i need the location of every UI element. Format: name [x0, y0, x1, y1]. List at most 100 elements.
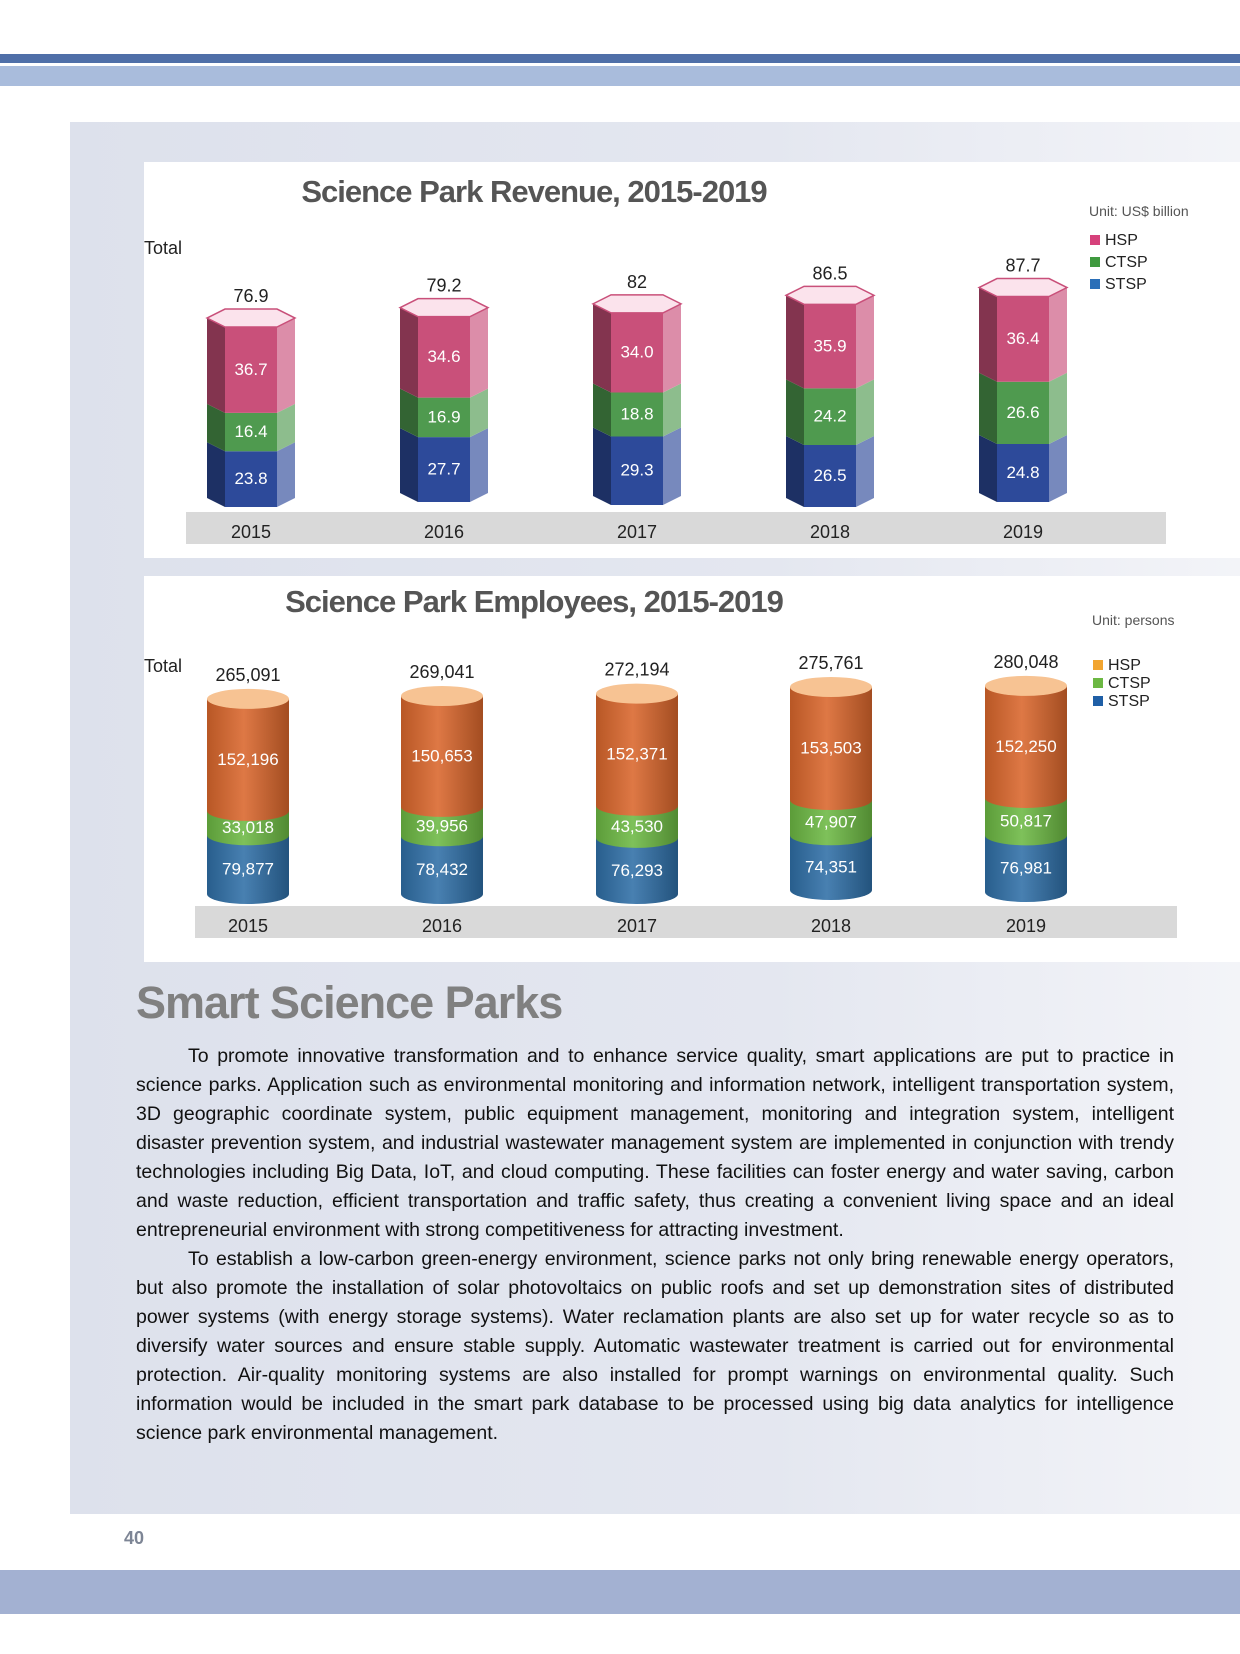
legend-swatch: [1093, 660, 1103, 670]
bar-segment-right-face: [1049, 434, 1067, 502]
category-label: 2018: [811, 916, 851, 936]
bar-segment-left-face: [979, 434, 997, 502]
category-axis-band: [186, 512, 1166, 544]
data-label: 35.9: [813, 336, 846, 355]
bar-segment-right-face: [277, 442, 295, 507]
data-label: 50,817: [1000, 812, 1052, 831]
bar-segment: [418, 316, 470, 398]
total-value-label: 79.2: [426, 276, 461, 296]
data-label: 34.6: [427, 347, 460, 366]
bar-segment-right-face: [856, 435, 874, 507]
bar-segment: [804, 304, 856, 389]
unit-label: Unit: persons: [1092, 612, 1174, 628]
data-label: 27.7: [427, 460, 460, 479]
bar-segment: [997, 381, 1049, 444]
legend-swatch: [1090, 235, 1100, 245]
bar-segment-right-face: [1049, 372, 1067, 444]
bar-segment: [790, 835, 872, 900]
bar-segment: [207, 835, 289, 904]
revenue-chart-canvas: Science Park Revenue, 2015-2019 Unit: US$…: [144, 174, 1189, 544]
bar-segment-right-face: [663, 427, 681, 505]
page-number: 40: [124, 1528, 145, 1548]
legend-swatch: [1093, 678, 1103, 688]
legend-label: HSP: [1105, 232, 1138, 249]
legend-label: HSP: [1108, 657, 1141, 674]
bar-segment: [790, 687, 872, 811]
category-label: 2018: [810, 522, 850, 542]
data-label: 16.4: [234, 422, 267, 441]
bar-segment-right-face: [856, 379, 874, 445]
data-label: 33,018: [222, 818, 274, 837]
top-band-light: [0, 66, 1240, 86]
data-label: 39,956: [416, 817, 468, 836]
bar-segment-right-face: [470, 307, 488, 398]
bar-segment-left-face: [786, 435, 804, 507]
bar-top-cap: [205, 308, 297, 328]
data-label: 76,981: [1000, 859, 1052, 878]
category-label: 2019: [1003, 522, 1043, 542]
bar-top-cap: [398, 297, 490, 318]
total-value-label: 275,761: [798, 653, 863, 673]
paragraph-2: To establish a low-carbon green-energy e…: [136, 1248, 1174, 1444]
bar-top-cap: [790, 677, 872, 698]
bar-segment-left-face: [593, 427, 611, 505]
category-label: 2019: [1006, 916, 1046, 936]
bar-segment: [804, 388, 856, 445]
data-label: 43,530: [611, 817, 663, 836]
bar-segment-right-face: [1049, 287, 1067, 382]
bar-segment: [611, 312, 663, 393]
bar-segment: [418, 397, 470, 438]
bar-segment-left-face: [207, 318, 225, 413]
total-value-label: 87.7: [1005, 256, 1040, 276]
data-label: 36.4: [1006, 329, 1039, 348]
data-label: 152,371: [606, 745, 667, 764]
data-label: 24.2: [813, 407, 846, 426]
bar-segment-right-face: [277, 318, 295, 413]
data-label: 23.8: [234, 469, 267, 488]
bar-segment-right-face: [470, 428, 488, 502]
bar-top-cap: [596, 683, 678, 704]
bar-segment: [207, 698, 289, 821]
bar-top-cap: [207, 688, 289, 709]
bar-segment-right-face: [470, 388, 488, 438]
bar-segment: [596, 805, 678, 848]
bar-segment-left-face: [786, 295, 804, 389]
total-value-label: 280,048: [993, 652, 1058, 672]
legend-label: CTSP: [1105, 254, 1148, 271]
legend-label: CTSP: [1108, 675, 1151, 692]
bar-segment: [596, 693, 678, 816]
bottom-band: [0, 1570, 1240, 1614]
bar-top-cap: [985, 675, 1067, 696]
data-label: 78,432: [416, 860, 468, 879]
category-label: 2016: [424, 522, 464, 542]
bar-segment-left-face: [400, 388, 418, 438]
data-label: 18.8: [620, 404, 653, 423]
legend-label: STSP: [1105, 276, 1147, 293]
bar-segment-left-face: [400, 307, 418, 398]
section-body: To promote innovative transformation and…: [136, 1042, 1174, 1448]
bar-segment-left-face: [207, 442, 225, 507]
data-label: 34.0: [620, 343, 653, 362]
data-label: 36.7: [234, 360, 267, 379]
bar-segment: [985, 835, 1067, 902]
bar-top-cap: [401, 685, 483, 706]
bar-segment-right-face: [277, 403, 295, 452]
data-label: 16.9: [427, 407, 460, 426]
category-label: 2016: [422, 916, 462, 936]
bar-top-cap: [977, 277, 1069, 298]
bar-segment: [418, 437, 470, 502]
data-label: 24.8: [1006, 463, 1039, 482]
total-value-label: 76.9: [233, 286, 268, 306]
bar-segment: [804, 444, 856, 507]
chart-title: Science Park Employees, 2015-2019: [285, 584, 784, 619]
bar-segment: [611, 392, 663, 437]
bar-segment: [985, 685, 1067, 808]
bar-segment-left-face: [400, 428, 418, 502]
bar-segment-left-face: [593, 303, 611, 393]
bar-segment-right-face: [663, 383, 681, 437]
data-label: 29.3: [620, 461, 653, 480]
bar-segment: [790, 800, 872, 846]
bar-segment: [225, 412, 277, 452]
category-label: 2015: [228, 916, 268, 936]
bar-segment: [225, 327, 277, 413]
